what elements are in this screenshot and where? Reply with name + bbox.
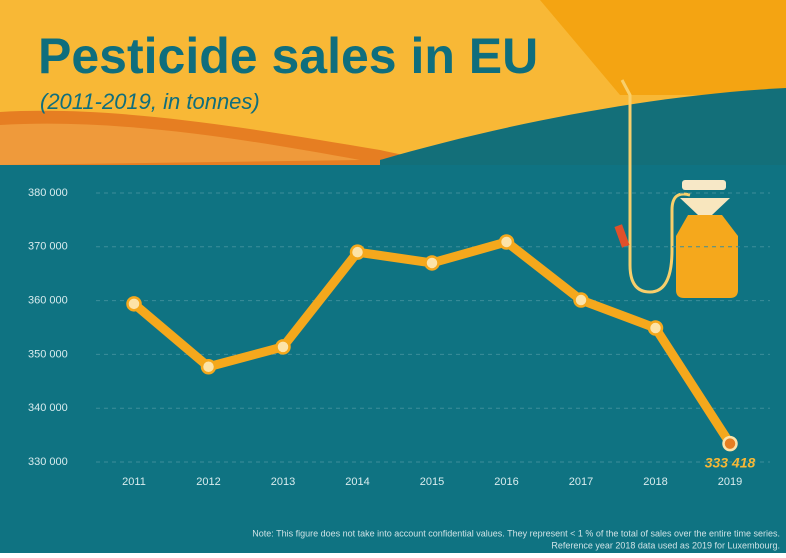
x-tick-label: 2017 bbox=[569, 476, 593, 488]
y-tick-label: 350 000 bbox=[28, 348, 68, 360]
point bbox=[722, 435, 738, 452]
x-tick-label: 2014 bbox=[345, 476, 369, 488]
point bbox=[200, 359, 217, 375]
x-tick-label: 2013 bbox=[271, 476, 295, 488]
y-tick-label: 360 000 bbox=[28, 295, 68, 307]
plot-area: 330 000 340 000 350 000 360 000 370 000 380 0… bbox=[28, 187, 770, 488]
y-tick-label: 340 000 bbox=[28, 402, 68, 414]
x-tick-label: 2018 bbox=[643, 476, 667, 488]
x-tick-label: 2015 bbox=[420, 476, 444, 488]
data-label: 333 418 bbox=[705, 454, 756, 470]
point bbox=[126, 296, 142, 312]
field-plants bbox=[380, 88, 786, 165]
point bbox=[498, 234, 515, 250]
x-tick-label: 2012 bbox=[196, 476, 220, 488]
point bbox=[275, 339, 291, 355]
note: Reference year 2018 data used as 2019 fo… bbox=[551, 540, 780, 550]
field-stripes bbox=[0, 123, 360, 165]
chart-title: Pesticide sales in EU bbox=[38, 28, 538, 84]
x-tick-label: 2016 bbox=[494, 476, 518, 488]
point bbox=[424, 255, 440, 271]
y-tick-label: 380 000 bbox=[28, 187, 68, 199]
x-tick-label: 2019 bbox=[718, 476, 742, 488]
sprayer bbox=[614, 79, 738, 298]
point bbox=[647, 320, 664, 336]
x-tick-label: 2011 bbox=[122, 476, 146, 488]
banner-orange bbox=[540, 0, 786, 95]
point bbox=[349, 244, 366, 260]
chart-subtitle: (2011-2019, in tonnes) bbox=[40, 89, 260, 114]
point bbox=[573, 292, 589, 308]
y-tick-label: 330 000 bbox=[28, 456, 68, 468]
y-tick-label: 370 000 bbox=[28, 241, 68, 253]
note: Note: This figure does not take into acc… bbox=[252, 528, 780, 538]
